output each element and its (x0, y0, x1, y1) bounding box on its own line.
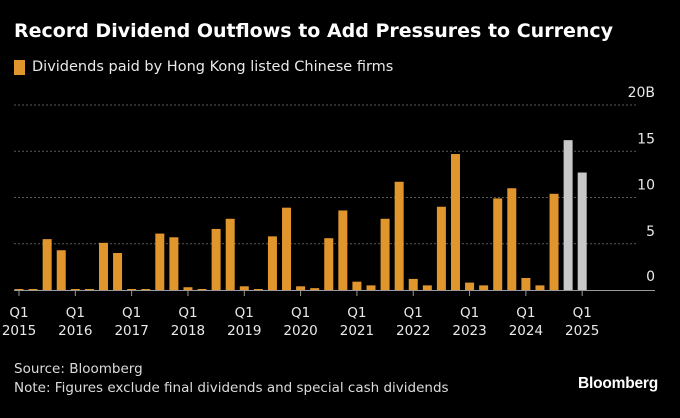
chart-footer: Source: Bloomberg Note: Figures exclude … (14, 360, 449, 398)
bar (436, 206, 446, 290)
x-tick-quarter: Q1 (460, 305, 479, 321)
bar (479, 285, 489, 290)
bar (169, 237, 179, 290)
bar (493, 198, 503, 290)
y-tick-label: 10 (637, 178, 655, 194)
y-tick-label: 20B (628, 85, 655, 101)
bar (239, 286, 249, 290)
x-tick-quarter: Q1 (291, 305, 310, 321)
bar (225, 218, 235, 290)
footnote: Note: Figures exclude final dividends an… (14, 380, 449, 396)
bar (98, 242, 108, 290)
bar (127, 289, 137, 290)
x-tick-year: 2024 (509, 323, 543, 339)
x-tick-year: 2017 (114, 323, 148, 339)
bar (211, 228, 221, 290)
x-tick-quarter: Q1 (9, 305, 28, 321)
y-tick-label: 0 (646, 269, 655, 285)
x-tick-quarter: Q1 (235, 305, 254, 321)
legend-swatch (14, 59, 25, 75)
x-tick-year: 2019 (227, 323, 261, 339)
x-tick-year: 2022 (396, 323, 430, 339)
bar (14, 289, 24, 290)
chart-legend: Dividends paid by Hong Kong listed Chine… (14, 59, 393, 75)
source-note: Source: Bloomberg (14, 361, 143, 377)
bar (324, 238, 334, 290)
legend-label: Dividends paid by Hong Kong listed Chine… (32, 59, 394, 75)
bar (465, 282, 475, 290)
bar (253, 289, 263, 290)
x-tick-quarter: Q1 (66, 305, 85, 321)
bar (267, 236, 277, 290)
x-tick-quarter: Q1 (573, 305, 592, 321)
bar (535, 285, 545, 290)
y-tick-label: 15 (637, 131, 655, 147)
bar (282, 207, 292, 290)
x-tick-year: 2020 (283, 323, 317, 339)
bar (84, 289, 94, 290)
bar (366, 285, 376, 290)
bar (380, 218, 390, 290)
y-tick-label: 5 (646, 224, 655, 240)
x-tick-quarter: Q1 (516, 305, 535, 321)
bar (450, 154, 460, 290)
x-axis-ticks: Q1 2015 Q1 2016 Q1 2017 Q1 2018 Q1 2019 Q1 2020 Q1 20… (2, 290, 599, 339)
bar (28, 289, 38, 290)
x-tick-quarter: Q1 (122, 305, 141, 321)
bar (141, 289, 151, 290)
bar (310, 288, 320, 290)
chart-title: Record Dividend Outflows to Add Pressure… (14, 20, 614, 42)
x-tick-year: 2016 (58, 323, 92, 339)
bloomberg-logo: Bloomberg (577, 375, 658, 392)
bar (183, 287, 193, 290)
bar (113, 253, 123, 290)
bar (507, 188, 517, 290)
bar (521, 277, 531, 290)
x-tick-quarter: Q1 (178, 305, 197, 321)
y-axis-ticks: 0 5 10 15 20B (628, 85, 655, 285)
x-tick-year: 2018 (171, 323, 205, 339)
x-tick-year: 2015 (2, 323, 36, 339)
bar (549, 193, 559, 290)
bar (352, 281, 362, 290)
bar (70, 289, 80, 290)
x-tick-year: 2025 (565, 323, 599, 339)
bar (155, 233, 165, 290)
bar (197, 289, 207, 290)
x-tick-year: 2021 (340, 323, 374, 339)
bar (338, 210, 348, 290)
bar-projected (577, 172, 587, 290)
bar (422, 285, 432, 290)
bar-projected (563, 140, 573, 290)
bar (56, 250, 66, 290)
x-tick-quarter: Q1 (404, 305, 423, 321)
gridlines (14, 104, 637, 245)
bars (14, 140, 587, 290)
x-tick-quarter: Q1 (347, 305, 366, 321)
x-tick-year: 2023 (452, 323, 486, 339)
bar (42, 239, 52, 290)
bar (296, 286, 306, 290)
bar (394, 181, 404, 290)
bar (408, 278, 418, 290)
